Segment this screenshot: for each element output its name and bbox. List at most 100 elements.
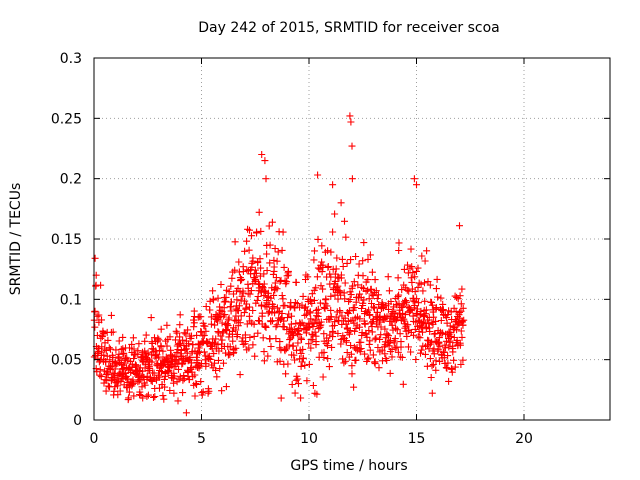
data-point [350, 278, 358, 286]
data-point [264, 352, 272, 360]
data-point [292, 279, 300, 286]
data-point [93, 312, 101, 320]
data-point [154, 334, 162, 342]
data-point [456, 222, 463, 230]
data-point [355, 260, 363, 268]
data-point [334, 273, 342, 281]
data-point [176, 333, 184, 341]
data-point [146, 364, 154, 372]
data-point [339, 263, 347, 270]
data-point [230, 290, 237, 298]
data-point [311, 328, 319, 336]
data-point [442, 314, 450, 322]
data-point [241, 247, 249, 255]
data-point [403, 298, 410, 306]
data-point [186, 354, 194, 362]
data-point [372, 287, 380, 295]
data-point [207, 320, 215, 328]
data-point [418, 252, 426, 260]
data-point [324, 263, 332, 270]
data-point [233, 296, 241, 304]
data-point [348, 142, 356, 150]
data-point [421, 297, 429, 305]
data-point [283, 272, 291, 280]
data-point [414, 333, 422, 341]
data-point [319, 285, 327, 293]
data-point [415, 299, 422, 307]
data-point [121, 370, 129, 377]
data-point [202, 303, 210, 310]
data-point [290, 351, 298, 359]
data-point [132, 362, 140, 370]
data-point [288, 312, 295, 320]
data-point [220, 312, 228, 320]
data-point [307, 344, 315, 352]
data-point [157, 325, 165, 333]
data-point [283, 278, 291, 286]
data-point [390, 339, 398, 347]
data-point [317, 282, 325, 290]
data-point [441, 344, 449, 352]
data-point [220, 359, 227, 367]
data-point [446, 329, 454, 337]
data-point [324, 247, 332, 255]
data-point [174, 397, 182, 405]
data-point [286, 324, 294, 332]
data-point [422, 310, 430, 318]
data-point [281, 301, 289, 309]
data-point [358, 329, 366, 337]
data-point [161, 383, 169, 391]
data-point [114, 359, 122, 367]
data-point [180, 329, 188, 337]
data-point [191, 371, 199, 379]
data-point [214, 294, 222, 302]
data-point [190, 323, 198, 331]
data-point [392, 324, 400, 332]
data-point [143, 372, 151, 380]
data-point [260, 280, 268, 288]
data-point [369, 292, 377, 300]
data-point [399, 380, 407, 388]
data-point [340, 289, 348, 297]
data-point [457, 300, 465, 308]
data-point [384, 273, 392, 281]
data-point [425, 324, 433, 332]
data-point [386, 369, 394, 377]
data-point [351, 304, 359, 311]
x-axis-label: GPS time / hours [290, 458, 407, 474]
data-point [260, 287, 268, 295]
data-point [395, 291, 403, 299]
data-point [214, 341, 222, 349]
data-point [303, 310, 311, 318]
data-point [349, 282, 356, 290]
data-point [415, 328, 423, 335]
data-point [365, 354, 373, 362]
data-point [413, 267, 420, 275]
data-point [387, 298, 395, 305]
data-point [278, 292, 286, 299]
data-point [273, 285, 281, 293]
data-point [445, 343, 453, 351]
data-point [354, 281, 362, 289]
data-point [198, 391, 206, 399]
data-point [312, 332, 320, 340]
data-point [388, 353, 396, 361]
data-point [359, 302, 367, 309]
data-point [242, 304, 250, 312]
data-point [303, 377, 311, 385]
data-point [293, 300, 301, 308]
data-point [273, 257, 281, 265]
data-point [365, 295, 373, 303]
data-point [337, 199, 345, 207]
data-point [180, 372, 188, 380]
data-point [347, 118, 355, 126]
data-point [158, 368, 165, 376]
data-point [346, 112, 354, 120]
data-point [263, 267, 271, 274]
data-point [385, 287, 393, 295]
data-point [439, 329, 447, 337]
data-point [394, 348, 402, 356]
data-point [288, 381, 296, 388]
data-point [366, 337, 374, 345]
data-point [334, 295, 342, 303]
